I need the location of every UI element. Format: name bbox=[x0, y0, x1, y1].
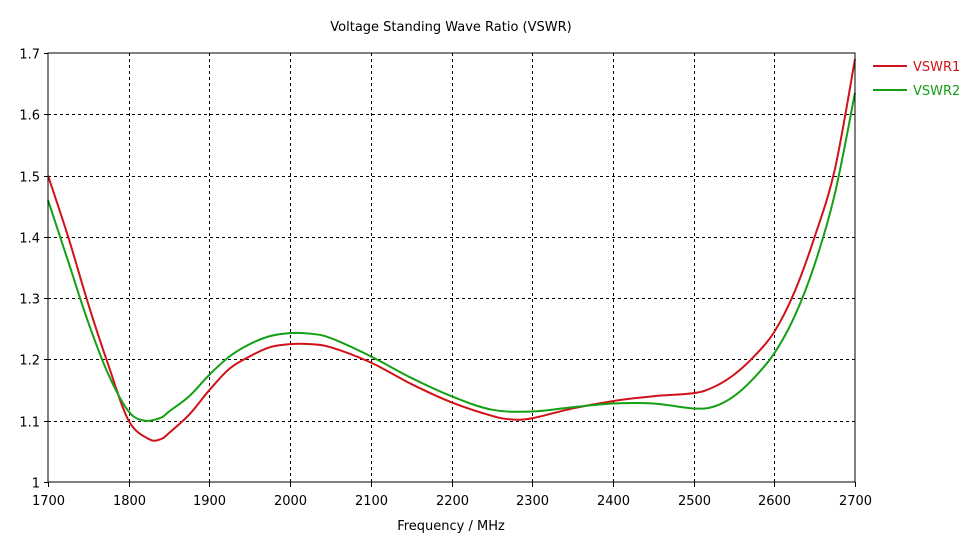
y-tick-label: 1.5 bbox=[19, 171, 40, 186]
plot-frame bbox=[47, 52, 856, 483]
y-tick-label: 1.6 bbox=[19, 109, 40, 124]
grid bbox=[48, 53, 855, 482]
y-tick-label: 1.4 bbox=[19, 232, 40, 247]
x-axis-label: Frequency / MHz bbox=[397, 519, 505, 534]
x-axis-ticks: 1700 1800 1900 2000 2100 2200 2300 2400 2500 2600… bbox=[32, 482, 872, 509]
x-tick-label: 2200 bbox=[436, 494, 469, 509]
y-axis-ticks: 1 1.1 1.2 1.3 1.4 1.5 1.6 1.7 bbox=[19, 48, 48, 492]
chart-title: Voltage Standing Wave Ratio (VSWR) bbox=[330, 20, 571, 35]
x-tick-label: 2600 bbox=[758, 494, 791, 509]
y-tick-label: 1.7 bbox=[19, 48, 40, 63]
x-tick-label: 2700 bbox=[839, 494, 872, 509]
x-tick-label: 1700 bbox=[32, 494, 65, 509]
x-tick-label: 2100 bbox=[355, 494, 388, 509]
series-line-vswr2 bbox=[47, 92, 856, 422]
x-tick-label: 2000 bbox=[274, 494, 307, 509]
series-line-vswr1 bbox=[47, 58, 856, 442]
series-group bbox=[47, 58, 856, 442]
y-tick-label: 1.1 bbox=[19, 416, 40, 431]
legend-label: VSWR1 bbox=[913, 60, 960, 75]
x-tick-label: 2400 bbox=[597, 494, 630, 509]
x-tick-label: 2500 bbox=[678, 494, 711, 509]
legend: VSWR1 VSWR2 bbox=[873, 60, 960, 99]
y-tick-label: 1 bbox=[32, 477, 40, 492]
y-tick-label: 1.3 bbox=[19, 293, 40, 308]
x-tick-label: 1800 bbox=[113, 494, 146, 509]
x-tick-label: 2300 bbox=[516, 494, 549, 509]
y-tick-label: 1.2 bbox=[19, 354, 40, 369]
x-tick-label: 1900 bbox=[193, 494, 226, 509]
legend-label: VSWR2 bbox=[913, 84, 960, 99]
